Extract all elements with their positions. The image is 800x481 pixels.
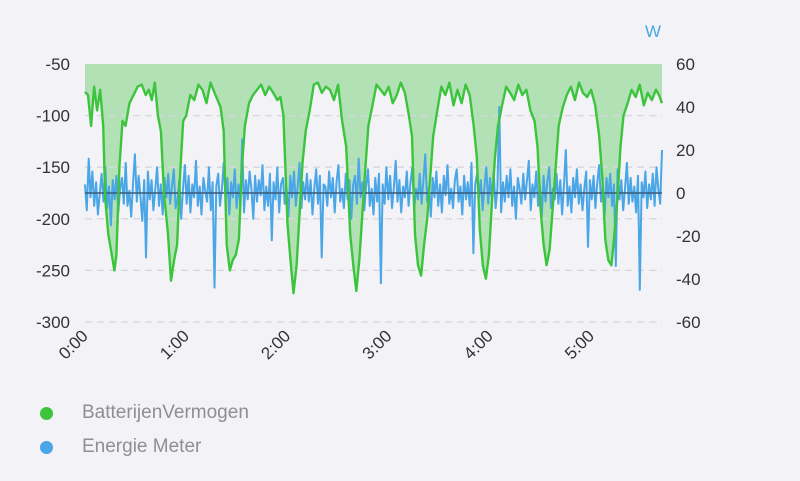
energy-meter-line (84, 106, 663, 291)
y-right-tick-label: 20 (676, 141, 695, 160)
right-axis-unit: W (645, 22, 661, 41)
x-tick-label: 5:00 (561, 326, 598, 363)
y-right-tick-label: 0 (676, 184, 685, 203)
legend-label-energy-meter: Energie Meter (82, 436, 202, 457)
x-tick-label: 3:00 (359, 326, 396, 363)
y-left-tick-label: -300 (36, 313, 70, 332)
y-left-tick-label: -200 (36, 210, 70, 229)
y-left-tick-label: -100 (36, 107, 70, 126)
legend-label-battery: BatterijenVermogen (82, 402, 249, 423)
legend: BatterijenVermogen Energie Meter (40, 402, 249, 458)
legend-dot-energy-meter (40, 440, 53, 454)
y-left-tick-label: -250 (36, 261, 70, 280)
legend-item-energy-meter[interactable]: Energie Meter (40, 436, 249, 458)
y-left-tick-label: -150 (36, 158, 70, 177)
battery-line (84, 81, 664, 295)
x-tick-label: 4:00 (460, 326, 497, 363)
x-tick-label: 1:00 (156, 326, 193, 363)
y-right-tick-label: 60 (676, 55, 695, 74)
battery-area (85, 64, 662, 294)
legend-item-battery[interactable]: BatterijenVermogen (40, 402, 249, 424)
y-left-tick-label: -50 (45, 55, 70, 74)
y-right-tick-label: -40 (676, 270, 701, 289)
legend-dot-battery (40, 406, 53, 420)
x-tick-label: 2:00 (257, 326, 294, 363)
y-right-tick-label: 40 (676, 98, 695, 117)
y-right-tick-label: -20 (676, 227, 701, 246)
y-right-tick-label: -60 (676, 313, 701, 332)
